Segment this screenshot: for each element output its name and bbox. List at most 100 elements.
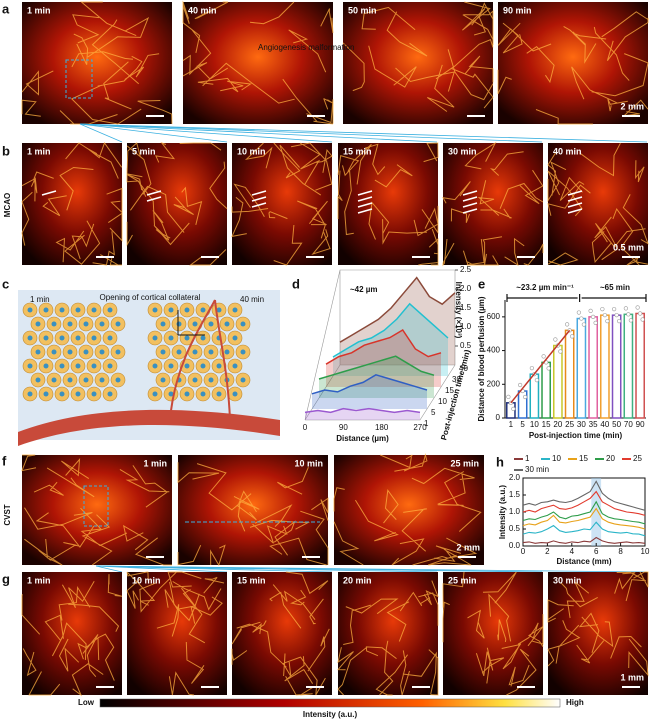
x-tick-label: 35: [589, 420, 598, 429]
annotation: ~42 µm: [350, 285, 378, 294]
panel-label: e: [478, 276, 485, 291]
vessels: [21, 141, 123, 266]
nucleus: [200, 335, 206, 341]
bar: [541, 361, 551, 419]
bar: [600, 314, 610, 419]
nucleus: [176, 321, 182, 327]
nucleus: [43, 363, 49, 369]
fan: [95, 565, 648, 573]
time-label: 10 min: [132, 575, 161, 585]
nucleus: [59, 363, 65, 369]
area: [333, 303, 448, 376]
area: [312, 374, 427, 409]
nucleus: [168, 363, 174, 369]
line: [304, 407, 421, 414]
nucleus: [43, 335, 49, 341]
dot: [570, 334, 575, 339]
nucleus: [51, 321, 57, 327]
bar: [564, 329, 575, 419]
image: [127, 572, 227, 695]
collateral: [169, 299, 231, 421]
vessels: [126, 141, 228, 266]
line: [522, 507, 646, 530]
dot: [523, 394, 528, 400]
legend-label: 25: [633, 454, 642, 463]
nucleus: [200, 307, 206, 313]
dot: [553, 337, 558, 342]
time-label: 1 min: [27, 146, 51, 156]
dot: [529, 366, 534, 371]
dot: [617, 319, 622, 324]
fit-line: [510, 329, 571, 404]
area: [305, 408, 420, 420]
x-tick-label: 5: [520, 420, 525, 429]
z-tick-label: 5: [431, 408, 436, 417]
y-label: Distance of blood perfusion (µm): [477, 296, 486, 421]
arrow: [146, 196, 162, 202]
vessels: [21, 1, 173, 125]
image: [22, 455, 172, 565]
time-label: 5 min: [132, 146, 156, 156]
dot: [612, 307, 617, 312]
nucleus: [35, 349, 41, 355]
dot: [614, 313, 619, 318]
line: [311, 373, 428, 395]
z-tick-label: 1: [424, 419, 429, 428]
legend-label: 20: [606, 454, 615, 463]
scale-label: 1 mm: [620, 672, 644, 682]
arrow: [462, 190, 478, 196]
y-label: Intensity (a.u.): [498, 485, 507, 540]
arrow: [462, 202, 478, 208]
arrow: [357, 208, 373, 214]
line: [332, 302, 449, 358]
bar: [576, 317, 587, 419]
nucleus: [240, 321, 246, 327]
legend-label: 15: [579, 454, 588, 463]
dot: [506, 394, 511, 399]
time-label: 15 min: [343, 146, 372, 156]
x-tick-label: 2: [545, 547, 550, 556]
dot: [579, 316, 584, 321]
dot: [511, 406, 516, 411]
arrow: [462, 208, 478, 214]
vessels: [442, 141, 544, 267]
fan: [95, 565, 228, 573]
legend-label: 1: [525, 454, 530, 463]
dot: [626, 312, 631, 317]
image: [183, 2, 333, 124]
nucleus: [176, 349, 182, 355]
nucleus: [51, 377, 57, 383]
nucleus: [184, 335, 190, 341]
vessels: [231, 142, 333, 266]
nucleus: [91, 335, 97, 341]
image: [232, 572, 332, 695]
fan: [79, 123, 228, 143]
nucleus: [160, 377, 166, 383]
nucleus: [75, 335, 81, 341]
roi: [65, 59, 93, 99]
y-tick-label: 400: [487, 346, 501, 355]
bar: [635, 312, 645, 419]
y-tick-label: 2.0: [460, 284, 472, 293]
time-label: 15 min: [237, 575, 266, 585]
nucleus: [59, 307, 65, 313]
arrow: [251, 196, 267, 202]
nucleus: [192, 377, 198, 383]
nucleus: [208, 349, 214, 355]
vessels: [497, 11, 649, 125]
colorbar-title: Intensity (a.u.): [303, 710, 358, 719]
colorbar-low: Low: [78, 698, 95, 707]
nucleus: [27, 363, 33, 369]
x-tick-label: 90: [339, 423, 348, 432]
nucleus: [67, 321, 73, 327]
nucleus: [83, 321, 89, 327]
dot: [588, 308, 593, 313]
time-label: 1 min: [27, 575, 51, 585]
dot: [534, 378, 539, 383]
panel-label: d: [292, 276, 300, 291]
dot: [546, 366, 551, 371]
panel-label: a: [2, 1, 10, 16]
vessel: [18, 409, 280, 446]
time-label: 10 min: [294, 458, 323, 468]
bar: [611, 314, 622, 419]
